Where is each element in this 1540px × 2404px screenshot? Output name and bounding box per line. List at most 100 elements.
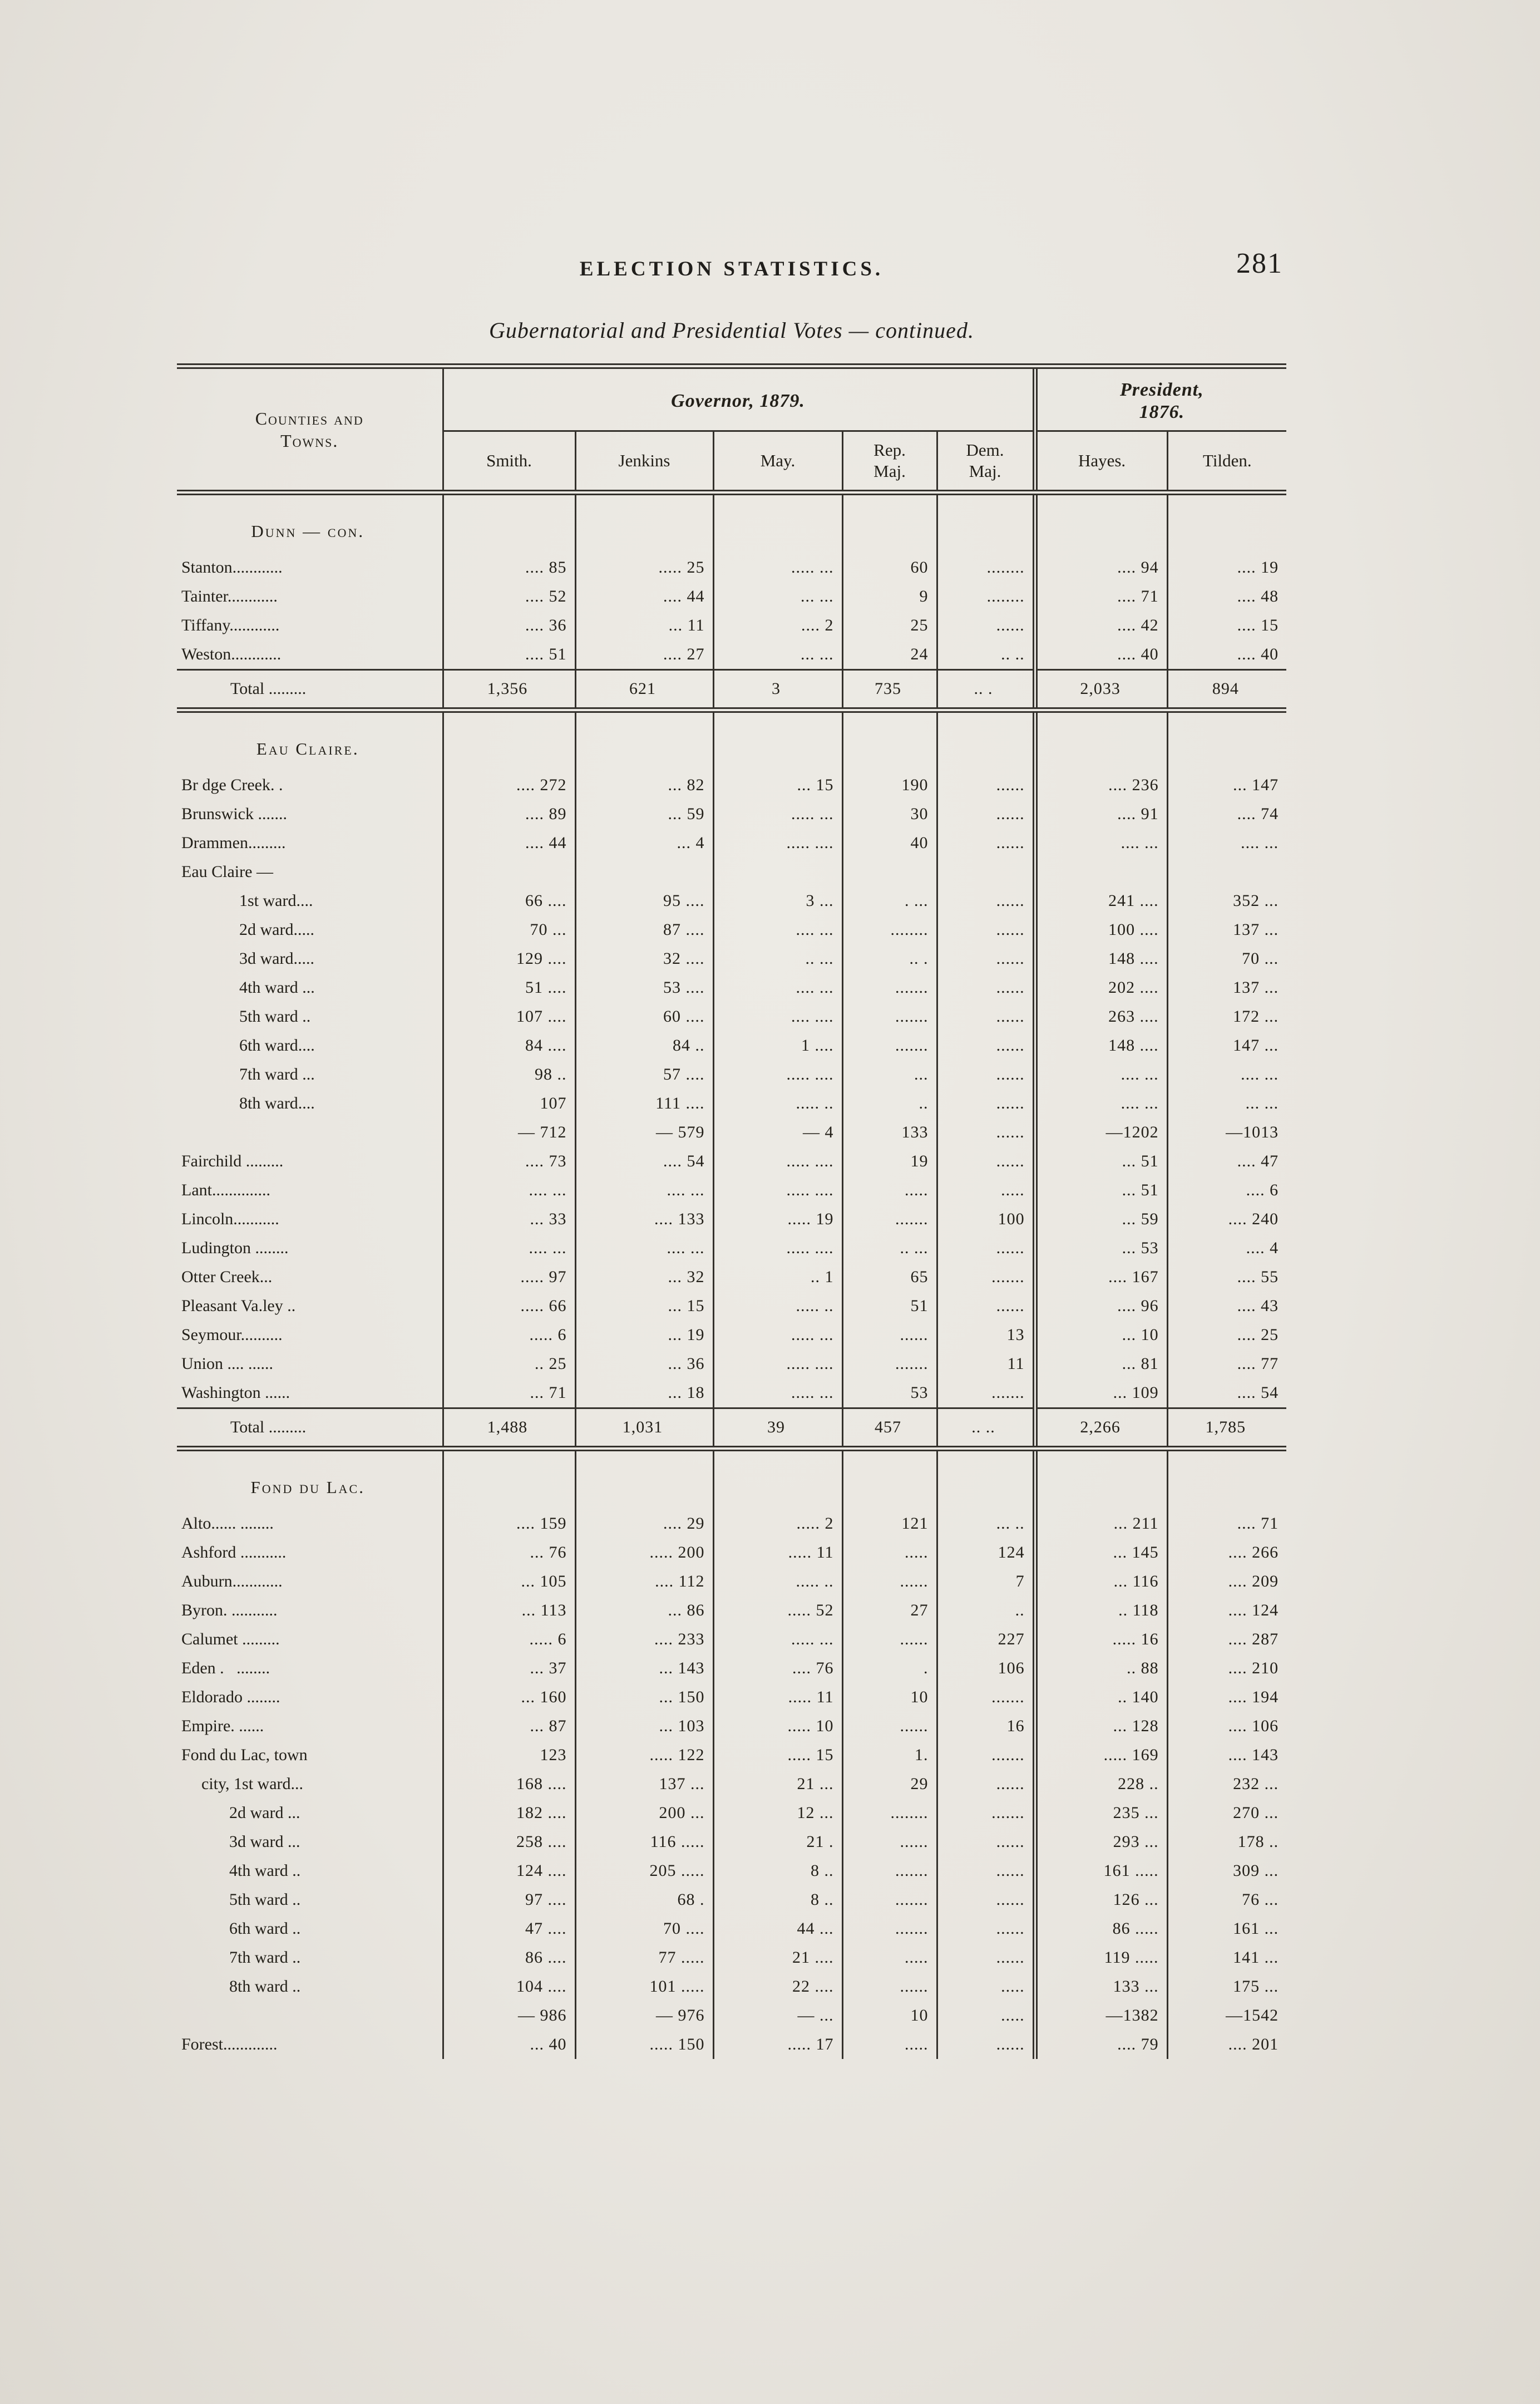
value-cell: 60 [841, 553, 937, 582]
value-cell [442, 858, 575, 886]
table-row: 7th ward .. 86 .... 77 ..... 21 ...........… [177, 1943, 1287, 1972]
value-cell: ...... [841, 1827, 937, 1856]
value-cell: ...... [936, 944, 1035, 973]
value-cell: 97 .... [442, 1885, 575, 1914]
value-cell: ... 87 [442, 1712, 575, 1741]
value-cell: 70 ... [442, 915, 575, 944]
value-cell: 24 [841, 640, 937, 670]
row-label: 5th ward .. [229, 1890, 301, 1909]
value-cell: 1,356 [442, 669, 575, 713]
value-cell: 13 [936, 1321, 1035, 1349]
value-cell: — 976 [574, 2001, 713, 2030]
value-cell: .... 51 [442, 640, 575, 670]
value-cell: 137 ... [1166, 915, 1287, 944]
row-label: Stanton............ [181, 558, 283, 577]
value-cell [1166, 1449, 1287, 1509]
table-row: Otter Creek... ..... 97... 32.. 1 65......… [177, 1263, 1287, 1292]
value-cell: ..... 17 [712, 2030, 842, 2059]
value-cell: ..... .... [712, 1176, 842, 1205]
value-cell: 10 [841, 2001, 937, 2030]
value-cell: 228 .. [1032, 1770, 1168, 1799]
value-cell: ..... [841, 1176, 937, 1205]
section-title: Eau Claire. [256, 739, 359, 758]
value-cell: 66 .... [442, 886, 575, 915]
value-cell: 168 .... [442, 1770, 575, 1799]
row-label: 2d ward..... [239, 920, 314, 939]
table-row: Drammen......... .... 44... 4..... .... 40… [177, 829, 1287, 858]
value-cell [936, 858, 1035, 886]
value-cell: ...... [936, 886, 1035, 915]
value-cell: 11 [936, 1349, 1035, 1378]
value-cell: ... 116 [1032, 1567, 1168, 1596]
table-row: Total ......... 1,356 621 3 735.. . 2,033 894 [177, 669, 1287, 713]
value-cell: ..... .... [712, 1349, 842, 1378]
row-label: Union .... ...... [181, 1354, 273, 1373]
value-cell: ..... 97 [442, 1263, 575, 1292]
value-cell: 7 [936, 1567, 1035, 1596]
governor-1879-group-header: Governor, 1879. [442, 366, 1035, 432]
value-cell: ....... [841, 1885, 937, 1914]
value-cell: 53 .... [574, 973, 713, 1002]
value-cell: 8 .. [712, 1856, 842, 1885]
value-cell: ..... .... [712, 1147, 842, 1176]
row-label: 3d ward ... [229, 1832, 300, 1851]
value-cell: ...... [936, 1885, 1035, 1914]
value-cell: .... 55 [1166, 1263, 1287, 1292]
value-cell: 65 [841, 1263, 937, 1292]
table-row: Br dge Creek. . .... 272... 82... 15 190..… [177, 771, 1287, 800]
value-cell: ....... [936, 1378, 1035, 1408]
value-cell: .... 94 [1032, 553, 1168, 582]
row-label: Eden . ........ [181, 1659, 270, 1677]
value-cell: ... 59 [574, 800, 713, 829]
value-cell: 101 ..... [574, 1972, 713, 2001]
value-cell: 32 .... [574, 944, 713, 973]
value-cell: ... 37 [442, 1654, 575, 1683]
value-cell: ..... .. [712, 1567, 842, 1596]
table-row: 1st ward.... 66 .... 95 .... 3 .... .......… [177, 886, 1287, 915]
col-header-smith: Smith. [442, 431, 575, 495]
page-header: ELECTION STATISTICS. 281 [177, 248, 1286, 294]
row-label: 4th ward ... [239, 978, 315, 997]
value-cell: .... 54 [1166, 1378, 1287, 1408]
value-cell: .... 266 [1166, 1538, 1287, 1567]
value-cell: ... 76 [442, 1538, 575, 1567]
value-cell [841, 858, 937, 886]
value-cell: .... 2 [712, 611, 842, 640]
value-cell: —1013 [1166, 1118, 1287, 1147]
row-label: 3d ward..... [239, 949, 314, 968]
value-cell [936, 492, 1035, 553]
value-cell: .... 43 [1166, 1292, 1287, 1321]
value-cell: ..... [936, 2001, 1035, 2030]
page-title: ELECTION STATISTICS. [579, 258, 884, 280]
value-cell: ... 103 [574, 1712, 713, 1741]
value-cell: .... ... [1166, 829, 1287, 858]
section-header-row: Dunn — con. [177, 492, 1287, 553]
row-label: Byron. ........... [181, 1601, 278, 1619]
value-cell: 1,785 [1166, 1407, 1287, 1451]
row-label [177, 1118, 443, 1147]
value-cell: .... 76 [712, 1654, 842, 1683]
value-cell: ...... [936, 1234, 1035, 1263]
value-cell: .... 25 [1166, 1321, 1287, 1349]
value-cell: ...... [936, 800, 1035, 829]
value-cell: ....... [841, 1914, 937, 1943]
value-cell: ...... [936, 1292, 1035, 1321]
value-cell: 227 [936, 1625, 1035, 1654]
page-content: ELECTION STATISTICS. 281 Gubernatorial a… [177, 0, 1287, 2059]
value-cell: ... 10 [1032, 1321, 1168, 1349]
value-cell: ...... [936, 1147, 1035, 1176]
value-cell: 258 .... [442, 1827, 575, 1856]
value-cell [442, 492, 575, 553]
row-label: Fond du Lac, town [181, 1746, 308, 1764]
value-cell: ... 51 [1032, 1147, 1168, 1176]
value-cell: .... 74 [1166, 800, 1287, 829]
value-cell: 104 .... [442, 1972, 575, 2001]
value-cell: 25 [841, 611, 937, 640]
value-cell: ... 11 [574, 611, 713, 640]
table-row: Eden . ........ ... 37... 143.... 76. 106.… [177, 1654, 1287, 1683]
value-cell: ... .. [936, 1509, 1035, 1538]
value-cell: .... 4 [1166, 1234, 1287, 1263]
value-cell [936, 1449, 1035, 1509]
table-row: Alto...... ........ .... 159.... 29..... … [177, 1509, 1287, 1538]
value-cell: ... 32 [574, 1263, 713, 1292]
